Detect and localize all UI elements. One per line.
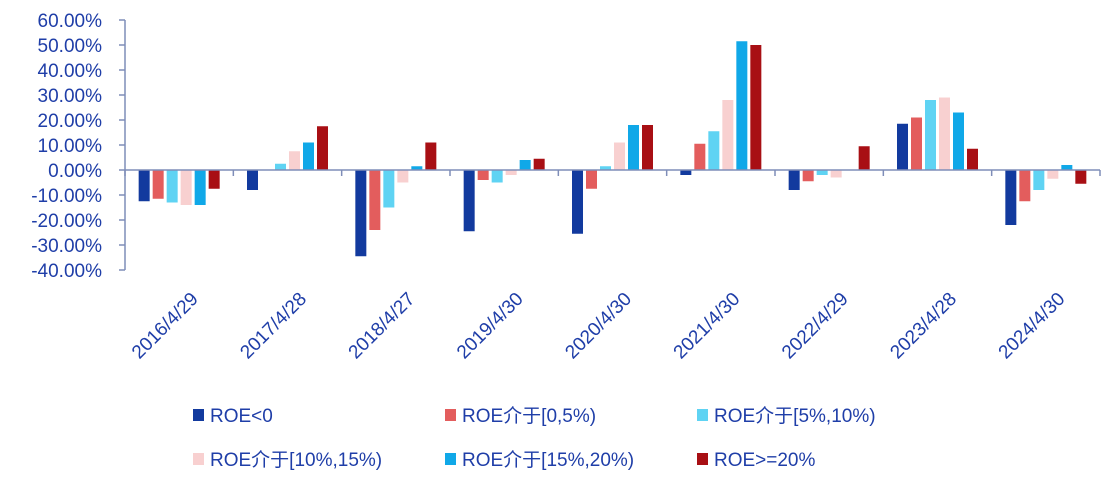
y-axis: 60.00% 50.00% 40.00% 30.00% 20.00% 10.00% 0.00… (31, 11, 126, 282)
y-tick-label: 30.00% (38, 86, 103, 107)
bar-3-9 (1033, 170, 1045, 190)
bar-2-9 (1019, 170, 1031, 202)
bar-5-6 (736, 41, 748, 170)
x-category-label: 2021/4/30 (670, 289, 745, 364)
legend-label: ROE介于[0,5%) (462, 405, 596, 427)
legend-swatch (193, 453, 204, 465)
legend-label: ROE>=20% (714, 450, 815, 471)
bar-3-1 (166, 170, 178, 203)
bar-4-9 (1047, 170, 1059, 179)
bar-2-4 (477, 170, 489, 180)
x-category-label: 2018/4/27 (345, 289, 420, 364)
bar-2-8 (911, 117, 922, 170)
legend-swatch (445, 409, 456, 421)
bar-1-8 (897, 123, 908, 170)
bar-5-9 (1061, 165, 1073, 170)
bar-6-4 (533, 158, 545, 170)
bar-4-6 (722, 100, 734, 170)
x-category-label: 2017/4/28 (236, 289, 311, 364)
bar-1-2 (247, 170, 258, 190)
x-category-label: 2019/4/30 (453, 289, 528, 364)
x-category-label: 2020/4/30 (561, 289, 636, 364)
bar-4-7 (830, 170, 842, 178)
legend: ROE<0 ROE介于[0,5%) ROE介于[5%,10%) ROE介于[10%,1… (193, 405, 876, 471)
bar-5-1 (194, 170, 206, 205)
y-tick-label: 60.00% (38, 11, 103, 32)
y-tick-label: 20.00% (38, 111, 103, 132)
x-category-label: 2016/4/29 (128, 289, 203, 364)
bar-6-3 (425, 142, 437, 170)
y-tick-label: -10.00% (31, 186, 102, 207)
bar-5-5 (628, 125, 639, 170)
y-tick-label: 40.00% (38, 61, 103, 82)
bar-6-8 (967, 148, 978, 170)
y-tick-label: -20.00% (31, 211, 102, 232)
bar-2-7 (802, 170, 814, 182)
y-tick-label: 50.00% (38, 36, 103, 57)
x-axis: 2016/4/29 2017/4/28 2018/4/27 2019/4/30 2020… (124, 169, 1101, 364)
bar-6-9 (1075, 170, 1087, 184)
bars-group (138, 41, 1087, 257)
bar-2-1 (152, 170, 164, 199)
y-tick-label: -30.00% (31, 236, 102, 257)
y-tick-label: 0.00% (48, 161, 102, 182)
bar-1-3 (355, 170, 367, 257)
legend-label: ROE介于[15%,20%) (462, 449, 634, 471)
legend-swatch (193, 409, 204, 421)
bar-5-4 (519, 160, 531, 170)
bar-3-7 (816, 170, 828, 175)
bar-3-5 (600, 166, 611, 170)
legend-swatch (445, 453, 456, 465)
bar-6-1 (208, 170, 220, 189)
bar-4-4 (505, 170, 517, 175)
legend-label: ROE介于[10%,15%) (210, 449, 382, 471)
bar-3-3 (383, 170, 395, 208)
bar-1-5 (572, 170, 583, 234)
legend-label: ROE<0 (210, 406, 273, 427)
bar-6-5 (642, 125, 653, 170)
y-tick-label: -40.00% (31, 261, 102, 282)
bar-1-4 (463, 170, 475, 232)
bar-5-3 (411, 166, 423, 170)
bar-1-9 (1005, 170, 1017, 225)
bar-3-8 (925, 100, 936, 170)
bar-5-8 (953, 112, 964, 170)
x-category-label: 2022/4/29 (778, 289, 853, 364)
x-category-label: 2023/4/28 (886, 289, 961, 364)
bar-1-7 (788, 170, 800, 190)
legend-swatch (697, 409, 708, 421)
bar-6-7 (858, 146, 870, 170)
bar-2-3 (369, 170, 381, 230)
bar-4-2 (289, 151, 300, 170)
bar-3-6 (708, 131, 720, 170)
bar-5-2 (303, 142, 314, 170)
bar-6-2 (317, 126, 328, 170)
bar-1-6 (680, 170, 692, 175)
bar-4-1 (180, 170, 192, 205)
x-category-label: 2024/4/30 (995, 289, 1070, 364)
y-tick-label: 10.00% (38, 136, 103, 157)
bar-3-2 (275, 163, 286, 170)
bar-4-3 (397, 170, 409, 183)
legend-label: ROE介于[5%,10%) (714, 405, 876, 427)
bar-2-6 (694, 143, 706, 170)
bar-1-1 (138, 170, 150, 202)
bar-2-5 (586, 170, 597, 189)
bar-6-6 (750, 45, 762, 170)
bar-4-8 (939, 97, 950, 170)
bar-3-4 (491, 170, 503, 183)
bar-4-5 (614, 142, 625, 170)
legend-swatch (697, 453, 708, 465)
